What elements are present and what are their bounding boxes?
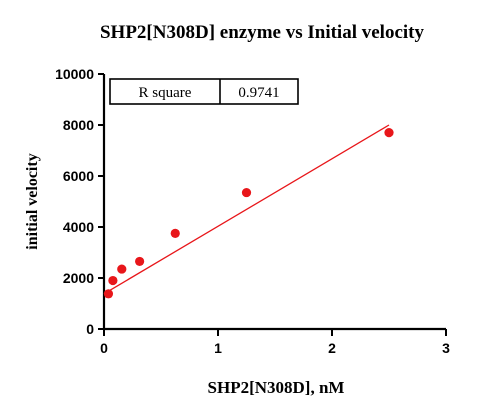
y-tick-label-0: 0 [86,321,94,337]
data-points [103,128,394,299]
data-point [135,256,145,267]
y-tick-label-6000: 6000 [63,168,94,184]
data-point [384,128,394,138]
y-axis-label: initial velocity [24,153,41,249]
chart-title: SHP2[N308D] enzyme vs Initial velocity [100,22,425,43]
x-tick-label-0: 0 [100,340,108,356]
fit-line-group [103,124,390,295]
x-axis-label: SHP2[N308D], nM [208,378,345,397]
r-square-label: R square [139,85,192,101]
fit-line [103,124,390,295]
x-tick-label-3: 3 [442,340,450,356]
r-square-annotation: R square 0.9741 [109,78,299,105]
y-tick-label-10000: 10000 [55,66,94,82]
data-point [108,275,118,286]
data-point [241,187,252,198]
data-point [170,228,180,238]
data-point [117,264,127,274]
y-tick-label-2000: 2000 [63,270,94,286]
x-tick-label-2: 2 [328,340,336,356]
annotation-box-border [109,78,299,105]
data-point [103,289,114,299]
axes: 0 2000 4000 6000 8000 10000 0 1 2 3 [55,66,450,356]
r-square-value: 0.9741 [238,85,279,101]
y-tick-label-4000: 4000 [63,219,94,235]
y-tick-label-8000: 8000 [63,117,94,133]
x-tick-label-1: 1 [214,340,222,356]
